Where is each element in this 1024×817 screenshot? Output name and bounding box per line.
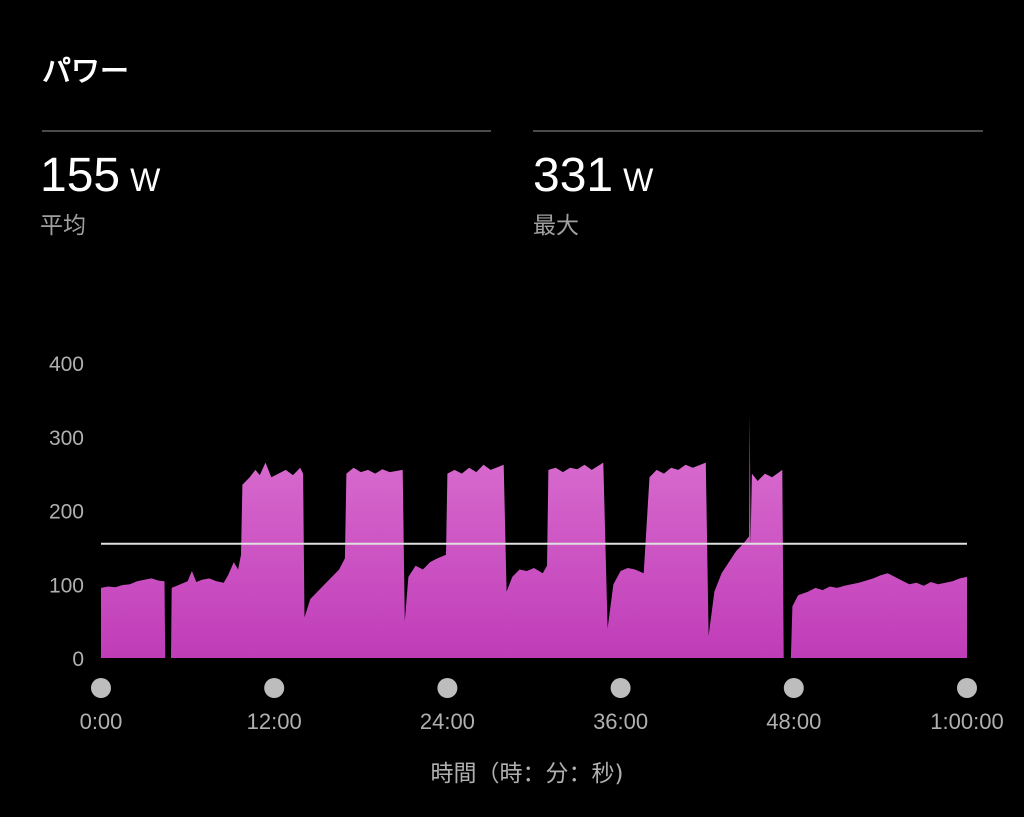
- stat-max: 331 W 最大: [533, 148, 653, 240]
- stat-unit: W: [623, 162, 654, 198]
- x-tick-label: 24:00: [420, 709, 475, 734]
- stat-unit: W: [130, 162, 161, 198]
- stat-label: 平均: [40, 213, 86, 239]
- divider: [533, 130, 983, 132]
- y-tick-label: 400: [49, 353, 84, 376]
- x-tick-label: 0:00: [80, 709, 123, 734]
- divider: [42, 130, 491, 132]
- y-tick-label: 0: [72, 648, 84, 671]
- x-tick-dot: [610, 678, 631, 698]
- y-tick-label: 300: [49, 427, 84, 450]
- stat-value: 155: [40, 149, 121, 202]
- x-tick-dot: [437, 678, 458, 698]
- x-tick-dot: [264, 678, 285, 698]
- x-tick-label: 48:00: [766, 709, 821, 734]
- x-tick-label: 1:00:00: [930, 709, 1003, 734]
- y-tick-label: 200: [49, 501, 84, 524]
- x-tick-dot: [783, 678, 804, 698]
- x-axis-title: 時間（時：分：秒): [431, 761, 624, 787]
- x-tick-label: 12:00: [247, 709, 302, 734]
- power-area-series: [101, 413, 967, 658]
- x-tick-label: 36:00: [593, 709, 648, 734]
- stat-average: 155 W 平均: [40, 148, 160, 240]
- x-tick-dot: [957, 678, 977, 698]
- stat-value: 331: [533, 149, 614, 202]
- x-tick-dot: [91, 678, 111, 698]
- stat-label: 最大: [533, 213, 579, 239]
- page-title: パワー: [42, 54, 130, 88]
- y-tick-label: 100: [49, 574, 84, 597]
